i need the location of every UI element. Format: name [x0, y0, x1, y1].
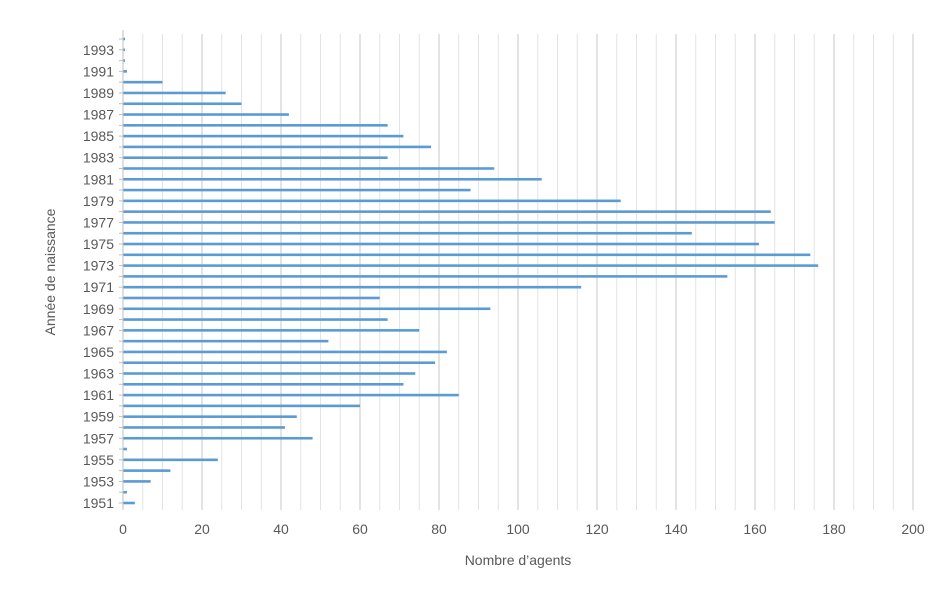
x-tick-label: 100 [506, 521, 530, 537]
y-tick-label: 1953 [83, 473, 114, 489]
y-tick-label: 1951 [83, 495, 114, 511]
x-tick-label: 40 [273, 521, 289, 537]
y-tick-label: 1969 [83, 301, 114, 317]
y-tick-label: 1993 [83, 42, 114, 58]
bar-1969 [123, 307, 491, 311]
bar-1977 [123, 221, 775, 224]
bar-1966 [123, 339, 329, 343]
x-tick-label: 60 [352, 521, 368, 537]
bar-1967 [123, 329, 420, 332]
bar-1971 [123, 285, 582, 289]
bar-1989 [123, 91, 226, 95]
bar-1979 [123, 199, 621, 203]
y-tick-label: 1989 [83, 85, 114, 101]
bar-1994 [123, 37, 125, 41]
bar-1993 [123, 48, 125, 52]
bar-1959 [123, 415, 297, 418]
bar-1973 [123, 264, 819, 267]
bar-1975 [123, 242, 759, 246]
bar-1981 [123, 177, 542, 181]
x-tick-label: 0 [119, 521, 127, 537]
y-tick-label: 1975 [83, 236, 114, 252]
bar-1992 [123, 59, 125, 62]
bar-1985 [123, 134, 404, 138]
x-tick-label: 20 [194, 521, 210, 537]
bar-1982 [123, 167, 495, 170]
y-tick-label: 1959 [83, 409, 114, 425]
y-tick-label: 1981 [83, 171, 114, 187]
y-tick-label: 1985 [83, 128, 114, 144]
bar-1968 [123, 318, 388, 321]
tick-labels: 1951 1953 1955 1957 1959 1961 1963 1965 1967 1969… [83, 42, 925, 537]
bar-1983 [123, 156, 388, 159]
y-tick-label: 1987 [83, 107, 114, 123]
bar-1958 [123, 426, 285, 429]
y-tick-label: 1957 [83, 430, 114, 446]
y-tick-label: 1979 [83, 193, 114, 209]
bar-1974 [123, 253, 811, 257]
bar-1957 [123, 436, 313, 440]
y-tick-label: 1971 [83, 279, 114, 295]
bar-1978 [123, 210, 771, 213]
bar-1987 [123, 113, 289, 116]
y-tick-label: 1963 [83, 366, 114, 382]
axes [119, 30, 124, 510]
bar-1980 [123, 188, 471, 192]
y-tick-label: 1967 [83, 322, 114, 338]
bar-1976 [123, 231, 692, 235]
y-tick-label: 1991 [83, 63, 114, 79]
bars [123, 37, 819, 505]
x-tick-label: 120 [585, 521, 609, 537]
bar-1954 [123, 469, 171, 472]
x-tick-label: 200 [901, 521, 925, 537]
y-tick-label: 1983 [83, 150, 114, 166]
y-tick-label: 1955 [83, 452, 114, 468]
bar-1955 [123, 458, 218, 462]
bar-1953 [123, 480, 151, 483]
bar-1990 [123, 80, 163, 84]
x-tick-label: 160 [743, 521, 767, 537]
y-axis-title: Année de naissance [42, 208, 58, 335]
bar-1951 [123, 501, 135, 505]
bar-1991 [123, 70, 127, 73]
bar-1964 [123, 361, 436, 365]
bar-1986 [123, 124, 388, 127]
bar-1965 [123, 350, 447, 354]
bar-1972 [123, 275, 728, 278]
y-tick-label: 1973 [83, 258, 114, 274]
x-axis-title: Nombre d’agents [465, 552, 572, 568]
bar-1963 [123, 372, 416, 375]
x-tick-label: 180 [822, 521, 846, 537]
bar-1960 [123, 404, 360, 408]
bar-1961 [123, 393, 459, 397]
y-tick-label: 1961 [83, 387, 114, 403]
x-tick-label: 80 [431, 521, 447, 537]
x-tick-label: 140 [664, 521, 688, 537]
bar-1956 [123, 447, 127, 451]
bar-1952 [123, 490, 127, 494]
bar-1970 [123, 296, 380, 300]
bar-1962 [123, 383, 404, 386]
y-tick-label: 1965 [83, 344, 114, 360]
bar-1988 [123, 102, 242, 106]
bar-1984 [123, 145, 432, 149]
y-tick-label: 1977 [83, 214, 114, 230]
